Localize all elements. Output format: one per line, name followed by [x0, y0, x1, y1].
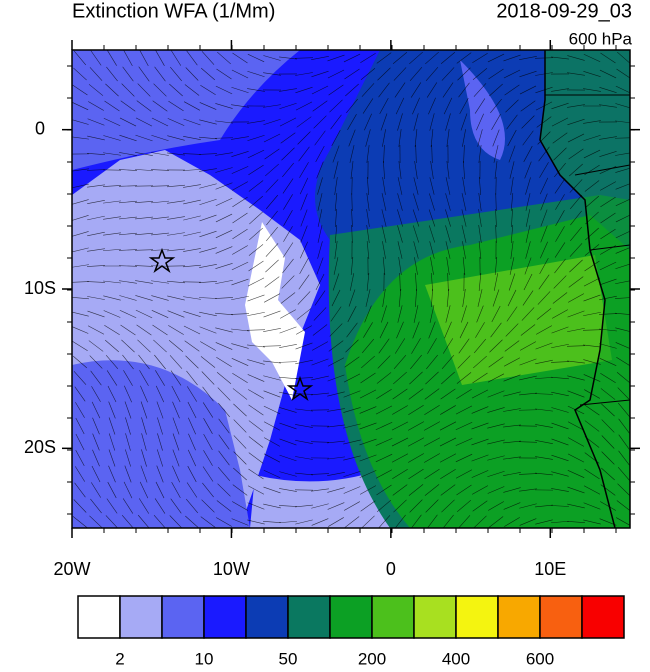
colorbar-box	[120, 596, 162, 638]
colorbar-box	[372, 596, 414, 638]
x-tick-label: 20W	[53, 559, 90, 579]
x-tick-label: 10E	[534, 559, 566, 579]
y-tick-label: 20S	[24, 437, 56, 457]
colorbar-label: 600	[526, 649, 554, 667]
colorbar-box	[78, 596, 120, 638]
date: 2018-09-29_03	[496, 0, 632, 22]
x-tick-label: 0	[386, 559, 396, 579]
y-tick-label: 10S	[24, 278, 56, 298]
contour-fill	[71, 50, 633, 529]
colorbar-label: 2	[115, 649, 124, 667]
colorbar-box	[204, 596, 246, 638]
level: 600 hPa	[569, 29, 633, 48]
colorbar-box	[162, 596, 204, 638]
colorbar-box	[540, 596, 582, 638]
colorbar-box	[456, 596, 498, 638]
colorbar-box	[582, 596, 624, 638]
colorbar-label: 400	[442, 649, 470, 667]
colorbar: 2 10 50 200 400 600	[78, 596, 624, 667]
colorbar-box	[414, 596, 456, 638]
y-tick-label: 0	[35, 118, 45, 138]
colorbar-box	[330, 596, 372, 638]
colorbar-box	[498, 596, 540, 638]
colorbar-box	[246, 596, 288, 638]
colorbar-label: 50	[279, 649, 298, 667]
x-tick-label: 10W	[213, 559, 250, 579]
colorbar-box	[288, 596, 330, 638]
colorbar-label: 10	[195, 649, 214, 667]
title: Extinction WFA (1/Mm)	[72, 0, 275, 22]
colorbar-label: 200	[358, 649, 386, 667]
